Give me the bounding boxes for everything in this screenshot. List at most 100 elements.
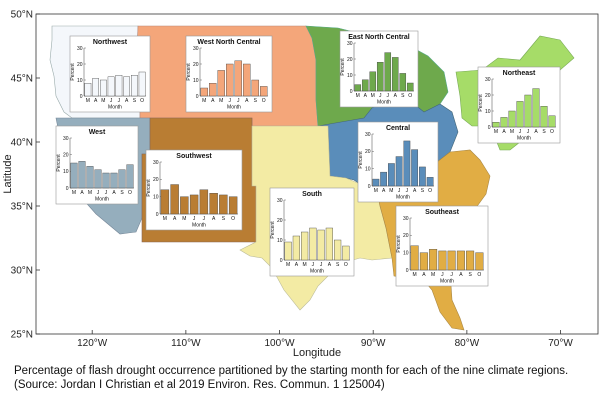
inset-y-label: Percent [70, 63, 76, 81]
inset-bar [354, 84, 362, 92]
inset-y-tick-label: 0 [368, 184, 371, 190]
region-title: West North Central [197, 39, 260, 46]
inset-y-tick-label: 0 [406, 268, 409, 274]
inset-bar [107, 76, 115, 97]
inset-x-tick-label: S [401, 93, 405, 99]
inset-bar [160, 189, 170, 215]
inset-bar [361, 79, 369, 92]
inset-x-tick-label: M [413, 272, 417, 278]
inset-y-label: Percent [56, 154, 62, 172]
inset-background [69, 35, 151, 113]
inset-bar [429, 248, 438, 271]
region-title: East North Central [348, 34, 410, 41]
region-title: Central [386, 125, 410, 132]
inset-x-tick-label: J [237, 98, 240, 104]
region-title: Southeast [425, 209, 460, 216]
inset-x-tick-label: J [312, 262, 315, 268]
inset-x-tick-label: S [336, 262, 340, 268]
inset-background [55, 125, 139, 205]
inset-y-tick-label: 10 [485, 109, 491, 115]
inset-bar [342, 245, 350, 261]
inset-y-tick-label: 30 [63, 136, 69, 142]
inset-x-tick-label: O [344, 262, 348, 268]
inset-y-tick-label: 10 [153, 194, 159, 200]
inset-bar [284, 241, 292, 261]
inset-x-tick-label: M [163, 216, 167, 222]
inset-bar [243, 63, 251, 97]
inset-x-tick-label: A [502, 129, 506, 135]
inset-bar [84, 82, 92, 97]
inset-bar [372, 178, 380, 187]
inset-y-tick-label: 30 [153, 160, 159, 166]
inset-bar [492, 121, 500, 128]
region-title: South [302, 191, 322, 198]
inset-y-tick-label: 20 [347, 57, 353, 63]
inset-y-tick-label: 10 [77, 78, 83, 84]
inset-x-tick-label: A [125, 98, 129, 104]
inset-x-tick-label: M [219, 98, 223, 104]
x-tick-label: 100°W [264, 338, 295, 349]
inset-y-tick-label: 20 [193, 62, 199, 68]
inset-x-tick-label: J [527, 129, 530, 135]
inset-x-tick-label: O [128, 190, 132, 196]
inset-x-tick-label: J [387, 93, 390, 99]
inset-bar [406, 82, 414, 92]
inset-x-tick-label: S [468, 272, 472, 278]
inset-bar [376, 62, 384, 92]
inset-x-tick-label: A [94, 98, 98, 104]
region-title: Southwest [176, 153, 212, 160]
inset-bar [170, 184, 179, 215]
inset-x-tick-label: A [245, 98, 249, 104]
inset-x-tick-label: O [428, 188, 432, 194]
x-tick-label: 110°W [171, 338, 201, 349]
inset-x-label: Month [440, 279, 454, 285]
inset-y-tick-label: 20 [485, 93, 491, 99]
inset-x-tick-label: S [254, 98, 258, 104]
x-tick-label: 90°W [361, 338, 386, 349]
inset-y-tick-label: 0 [156, 212, 159, 218]
inset-bar [508, 110, 516, 128]
caption-source: (Source: Jordan I Christian et al 2019 E… [14, 379, 385, 391]
inset-bar [123, 76, 131, 97]
inset-x-tick-label: J [193, 216, 196, 222]
inset-bar [540, 105, 548, 128]
inset-bar [226, 63, 234, 97]
inset-bar [78, 161, 86, 189]
inset-y-label: Percent [478, 94, 484, 112]
inset-x-tick-label: A [382, 188, 386, 194]
inset-bar [309, 227, 317, 261]
region-title: West [89, 129, 106, 136]
y-tick-label: 50°N [11, 10, 33, 21]
inset-x-tick-label: M [182, 216, 186, 222]
inset-x-tick-label: J [229, 98, 232, 104]
inset-x-tick-label: O [408, 93, 412, 99]
inset-x-label: Month [310, 269, 324, 275]
inset-x-tick-label: M [510, 129, 514, 135]
inset-bar [228, 196, 238, 215]
inset-y-tick-label: 20 [153, 177, 159, 183]
inset-bar [438, 250, 447, 271]
inset-bar [369, 71, 377, 92]
inset-y-tick-label: 20 [365, 149, 371, 155]
x-tick-label: 80°W [455, 338, 480, 349]
inset-x-tick-label: J [118, 98, 121, 104]
inset-x-tick-label: J [379, 93, 382, 99]
inset-bar [548, 115, 556, 128]
inset-bar [126, 164, 134, 189]
inset-bar [456, 250, 465, 271]
inset-x-tick-label: J [110, 98, 113, 104]
inset-x-label: Month [192, 223, 206, 229]
inset-bar [403, 140, 411, 187]
inset-bar [399, 73, 407, 92]
inset-x-tick-label: J [105, 190, 108, 196]
inset-y-tick-label: 0 [66, 186, 69, 192]
inset-bar [410, 245, 419, 271]
inset-x-tick-label: O [262, 98, 266, 104]
inset-x-tick-label: M [494, 129, 498, 135]
inset-bar [325, 227, 333, 261]
inset-bar [86, 166, 94, 189]
inset-bar [317, 229, 325, 261]
